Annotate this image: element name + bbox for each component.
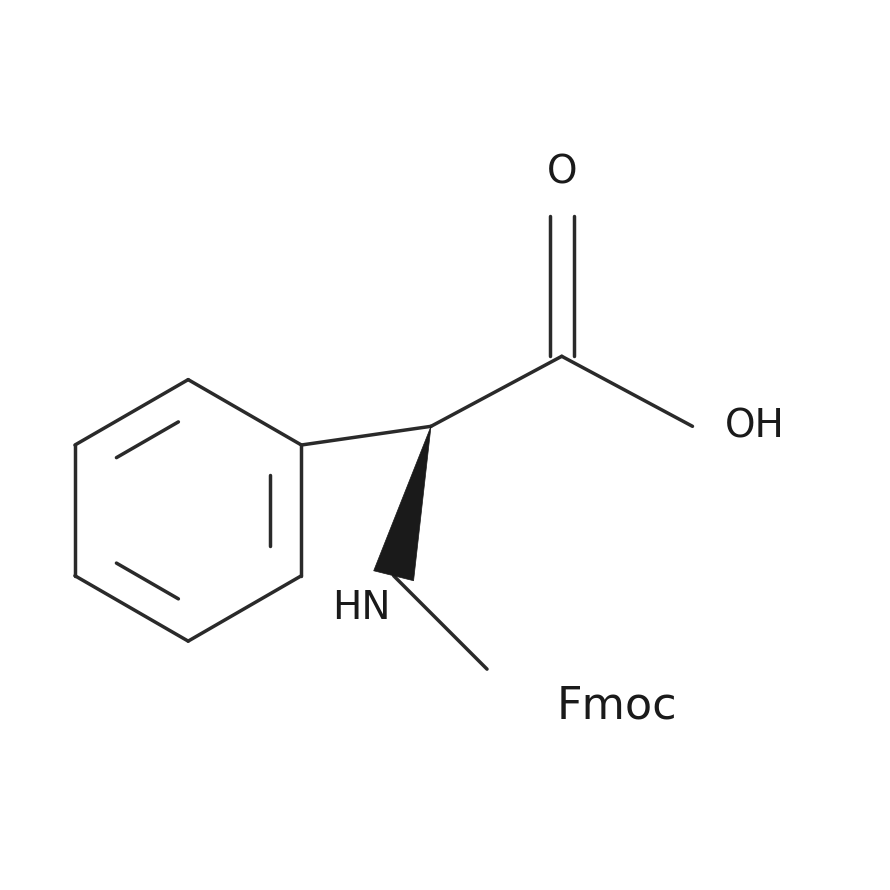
Text: Fmoc: Fmoc [557, 685, 677, 728]
Text: HN: HN [332, 589, 390, 627]
Text: OH: OH [725, 408, 785, 445]
Text: O: O [546, 153, 577, 191]
Polygon shape [374, 426, 431, 581]
